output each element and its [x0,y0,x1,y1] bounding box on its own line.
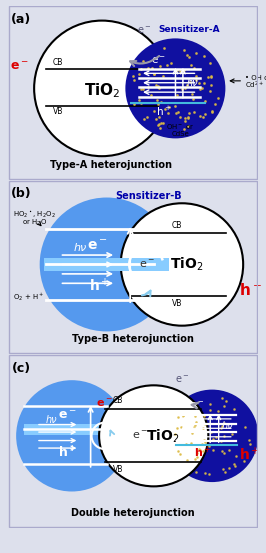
Text: CB: CB [53,59,64,67]
Text: h$^+$: h$^+$ [57,445,77,461]
Text: hν: hν [222,421,234,431]
Text: h$^+$: h$^+$ [239,282,262,300]
Text: (b): (b) [11,187,31,200]
Circle shape [17,381,126,491]
Text: e$^-$: e$^-$ [139,259,155,270]
Circle shape [121,204,243,326]
Text: h$^+$: h$^+$ [239,446,260,463]
Text: Type-A heterojunction: Type-A heterojunction [50,160,172,170]
Text: CB: CB [113,397,123,405]
Text: OH$^-$ or: OH$^-$ or [166,123,194,132]
Text: hν: hν [45,415,57,425]
Text: hν: hν [187,78,198,88]
Text: e$^-$: e$^-$ [151,55,166,66]
Text: e$^-$: e$^-$ [190,400,204,411]
Text: h$^+$: h$^+$ [89,276,110,294]
Text: e$^-$: e$^-$ [96,398,113,409]
Text: Sensitizer-B: Sensitizer-B [116,191,182,201]
Text: h$^+$: h$^+$ [194,445,211,461]
Text: (c): (c) [11,362,31,374]
Text: TiO$_2$: TiO$_2$ [147,427,180,445]
Text: e$^-$: e$^-$ [132,430,148,441]
Ellipse shape [99,385,208,486]
Text: CB: CB [172,221,182,231]
Text: CdSe: CdSe [171,131,189,137]
Text: HO$_2$$^\bullet$, H$_2$O$_2$: HO$_2$$^\bullet$, H$_2$O$_2$ [13,209,56,220]
Text: e$^-$: e$^-$ [175,374,189,385]
Text: e$^-$: e$^-$ [10,60,28,73]
Text: e$^-$: e$^-$ [58,409,76,421]
Circle shape [167,390,257,481]
Bar [44,258,169,271]
Text: Double heterojunction: Double heterojunction [71,508,195,518]
Text: e$^-$: e$^-$ [137,25,152,36]
Text: O$_2$ + H$^+$: O$_2$ + H$^+$ [13,291,44,303]
Text: (a): (a) [11,13,31,26]
Text: Cd$^{2+}$ + Se: Cd$^{2+}$ + Se [245,80,266,91]
Text: Type-B heterojunction: Type-B heterojunction [72,334,194,344]
Text: VB: VB [172,299,182,307]
Bar [24,424,107,435]
Text: TiO$_2$: TiO$_2$ [170,256,203,273]
Text: VB: VB [53,107,64,117]
Text: VB: VB [113,465,123,474]
Circle shape [126,39,224,137]
Text: e$^-$: e$^-$ [87,239,107,253]
Text: TiO$_2$: TiO$_2$ [84,81,120,100]
Circle shape [41,199,173,330]
Text: hν: hν [74,243,87,253]
Text: h$^+$: h$^+$ [156,105,172,118]
Text: or H$_2$O: or H$_2$O [22,218,47,228]
Text: Sensitizer-A: Sensitizer-A [159,24,220,34]
Circle shape [34,20,170,156]
Text: • OH or: • OH or [245,75,266,81]
